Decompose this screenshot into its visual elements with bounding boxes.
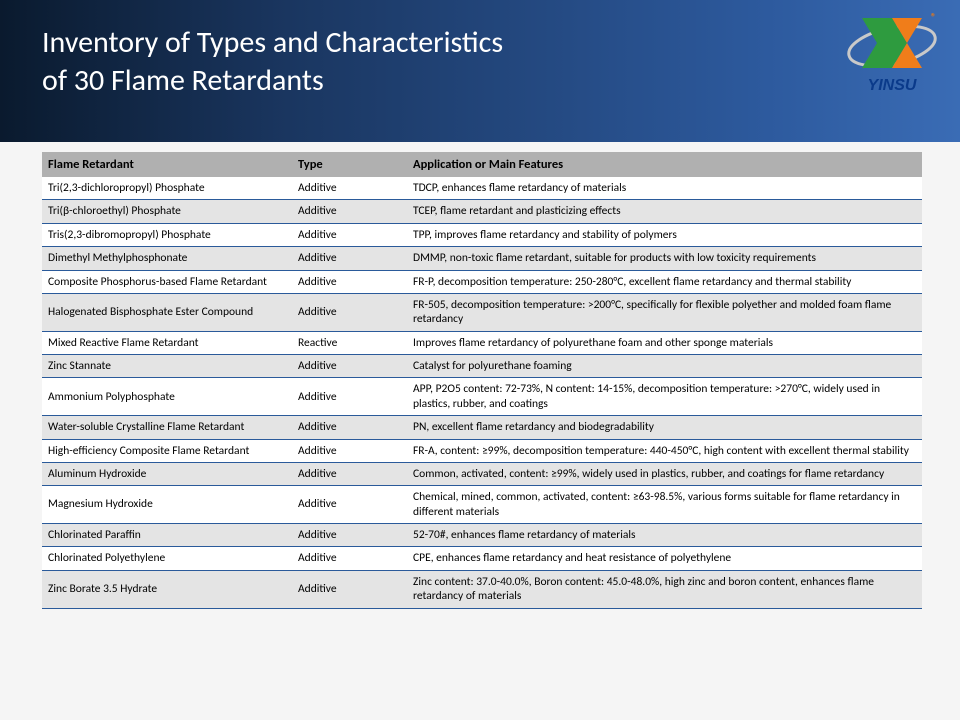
cell-type: Additive (292, 223, 407, 246)
header-banner: Inventory of Types and Characteristics o… (0, 0, 960, 142)
table-row: High-efficiency Composite Flame Retardan… (42, 439, 922, 462)
cell-type: Additive (292, 247, 407, 270)
cell-type: Reactive (292, 331, 407, 354)
table-header-row: Flame Retardant Type Application or Main… (42, 152, 922, 177)
cell-name: High-efficiency Composite Flame Retardan… (42, 439, 292, 462)
cell-name: Halogenated Bisphosphate Ester Compound (42, 293, 292, 331)
cell-features: CPE, enhances flame retardancy and heat … (407, 547, 922, 570)
cell-features: Common, activated, content: ≥99%, widely… (407, 462, 922, 485)
cell-name: Zinc Stannate (42, 355, 292, 378)
registered-mark-icon: ® (931, 10, 936, 23)
logo-brand-text: YINSU (868, 77, 917, 94)
cell-type: Additive (292, 293, 407, 331)
cell-features: DMMP, non-toxic flame retardant, suitabl… (407, 247, 922, 270)
cell-features: Zinc content: 37.0-40.0%, Boron content:… (407, 570, 922, 608)
cell-type: Additive (292, 570, 407, 608)
cell-features: Improves flame retardancy of polyurethan… (407, 331, 922, 354)
cell-type: Additive (292, 439, 407, 462)
table-row: Aluminum HydroxideAdditiveCommon, activa… (42, 462, 922, 485)
cell-name: Mixed Reactive Flame Retardant (42, 331, 292, 354)
table-row: Dimethyl MethylphosphonateAdditiveDMMP, … (42, 247, 922, 270)
table-row: Magnesium HydroxideAdditiveChemical, min… (42, 486, 922, 524)
cell-name: Ammonium Polyphosphate (42, 378, 292, 416)
cell-name: Composite Phosphorus-based Flame Retarda… (42, 270, 292, 293)
cell-features: FR-A, content: ≥99%, decomposition tempe… (407, 439, 922, 462)
table-row: Chlorinated PolyethyleneAdditiveCPE, enh… (42, 547, 922, 570)
cell-type: Additive (292, 486, 407, 524)
cell-features: Catalyst for polyurethane foaming (407, 355, 922, 378)
cell-features: 52-70#, enhances flame retardancy of mat… (407, 524, 922, 547)
cell-features: APP, P2O5 content: 72-73%, N content: 14… (407, 378, 922, 416)
table-row: Tris(2,3-dibromopropyl) PhosphateAdditiv… (42, 223, 922, 246)
cell-type: Additive (292, 524, 407, 547)
page-title: Inventory of Types and Characteristics o… (42, 24, 503, 99)
table-container: Flame Retardant Type Application or Main… (42, 152, 922, 609)
cell-features: FR-P, decomposition temperature: 250-280… (407, 270, 922, 293)
cell-features: FR-505, decomposition temperature: >200°… (407, 293, 922, 331)
cell-features: PN, excellent flame retardancy and biode… (407, 416, 922, 439)
table-row: Mixed Reactive Flame RetardantReactiveIm… (42, 331, 922, 354)
table-row: Tri(2,3-dichloropropyl) PhosphateAdditiv… (42, 177, 922, 200)
table-row: Ammonium PolyphosphateAdditiveAPP, P2O5 … (42, 378, 922, 416)
cell-features: TPP, improves flame retardancy and stabi… (407, 223, 922, 246)
cell-type: Additive (292, 462, 407, 485)
col-header-type: Type (292, 152, 407, 177)
cell-name: Tri(2,3-dichloropropyl) Phosphate (42, 177, 292, 200)
title-line-2: of 30 Flame Retardants (42, 62, 324, 99)
cell-type: Additive (292, 547, 407, 570)
slide-page: Inventory of Types and Characteristics o… (0, 0, 960, 720)
col-header-features: Application or Main Features (407, 152, 922, 177)
table-body: Tri(2,3-dichloropropyl) PhosphateAdditiv… (42, 177, 922, 608)
flame-retardant-table: Flame Retardant Type Application or Main… (42, 152, 922, 609)
cell-name: Zinc Borate 3.5 Hydrate (42, 570, 292, 608)
table-head: Flame Retardant Type Application or Main… (42, 152, 922, 177)
cell-type: Additive (292, 378, 407, 416)
table-row: Composite Phosphorus-based Flame Retarda… (42, 270, 922, 293)
cell-features: Chemical, mined, common, activated, cont… (407, 486, 922, 524)
table-row: Chlorinated ParaffinAdditive52-70#, enha… (42, 524, 922, 547)
table-row: Halogenated Bisphosphate Ester CompoundA… (42, 293, 922, 331)
cell-type: Additive (292, 270, 407, 293)
table-row: Tri(β-chloroethyl) PhosphateAdditiveTCEP… (42, 200, 922, 223)
title-line-1: Inventory of Types and Characteristics (42, 24, 503, 61)
cell-name: Tris(2,3-dibromopropyl) Phosphate (42, 223, 292, 246)
logo-svg: YINSU (842, 8, 942, 98)
brand-logo: ® YINSU (842, 8, 942, 98)
cell-features: TCEP, flame retardant and plasticizing e… (407, 200, 922, 223)
cell-type: Additive (292, 177, 407, 200)
table-row: Zinc StannateAdditiveCatalyst for polyur… (42, 355, 922, 378)
cell-type: Additive (292, 355, 407, 378)
cell-name: Magnesium Hydroxide (42, 486, 292, 524)
cell-name: Chlorinated Polyethylene (42, 547, 292, 570)
cell-name: Aluminum Hydroxide (42, 462, 292, 485)
cell-name: Tri(β-chloroethyl) Phosphate (42, 200, 292, 223)
cell-features: TDCP, enhances flame retardancy of mater… (407, 177, 922, 200)
cell-name: Chlorinated Paraffin (42, 524, 292, 547)
cell-type: Additive (292, 416, 407, 439)
cell-type: Additive (292, 200, 407, 223)
table-row: Zinc Borate 3.5 HydrateAdditiveZinc cont… (42, 570, 922, 608)
table-row: Water-soluble Crystalline Flame Retardan… (42, 416, 922, 439)
cell-name: Water-soluble Crystalline Flame Retardan… (42, 416, 292, 439)
col-header-name: Flame Retardant (42, 152, 292, 177)
cell-name: Dimethyl Methylphosphonate (42, 247, 292, 270)
